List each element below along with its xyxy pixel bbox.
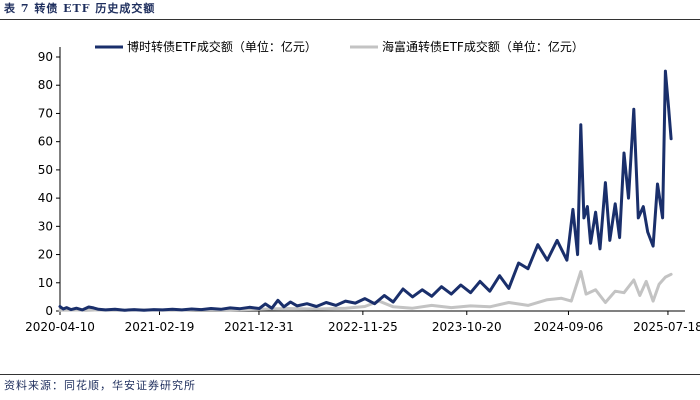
y-tick-label: 70 xyxy=(38,106,53,120)
x-tick-label: 2023-10-20 xyxy=(432,320,502,334)
legend-label-2: 海富通转债ETF成交额（单位：亿元） xyxy=(382,39,584,54)
y-tick-label: 30 xyxy=(38,219,53,233)
top-rule xyxy=(0,19,700,20)
y-tick-label: 10 xyxy=(38,276,53,290)
legend-label-1: 博时转债ETF成交额（单位：亿元） xyxy=(127,39,317,54)
bottom-rule xyxy=(0,374,700,375)
x-tick-label: 2022-11-25 xyxy=(328,320,398,334)
series-line-1 xyxy=(58,69,673,312)
line-chart: 0 10 20 30 40 50 60 70 80 90 2020-04-10 2021-02-19 2… xyxy=(25,39,700,334)
series-line-2 xyxy=(58,270,673,312)
legend: 博时转债ETF成交额（单位：亿元） 海富通转债ETF成交额（单位：亿元） xyxy=(95,39,584,54)
x-tick-label: 2021-12-31 xyxy=(224,320,294,334)
x-tick-label: 2024-09-06 xyxy=(534,320,604,334)
y-tick-label: 50 xyxy=(38,163,53,177)
x-tick-label: 2025-07-18 xyxy=(633,320,700,334)
y-tick-label: 0 xyxy=(45,304,53,318)
y-tick-label: 90 xyxy=(38,50,53,64)
x-tick-label: 2020-04-10 xyxy=(25,320,95,334)
y-tick-label: 40 xyxy=(38,191,53,205)
x-tick-label: 2021-02-19 xyxy=(125,320,195,334)
source-note: 资料来源：同花顺，华安证券研究所 xyxy=(4,379,196,392)
y-tick-label: 80 xyxy=(38,78,53,92)
y-tick-label: 20 xyxy=(38,248,53,262)
chart-caption: 表 7 转债 ETF 历史成交额 xyxy=(4,2,156,15)
series-layer xyxy=(58,69,673,312)
y-tick-label: 60 xyxy=(38,135,53,149)
axes: 0 10 20 30 40 50 60 70 80 90 2020-04-10 2021-02-19 2… xyxy=(25,47,700,334)
